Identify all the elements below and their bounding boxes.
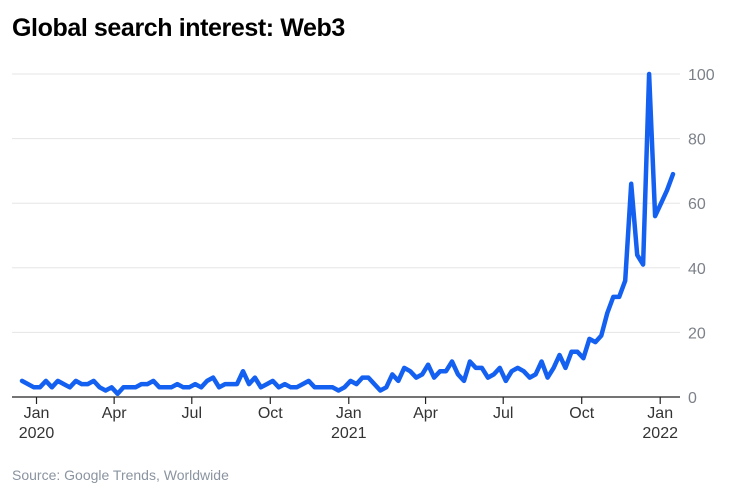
- x-tick-year-label: 2020: [19, 425, 55, 442]
- x-tick-label: Oct: [258, 405, 283, 422]
- x-tick-label: Jul: [493, 405, 513, 422]
- x-axis: Jan 2020 Apr Jul Oct Jan 2021 Apr Jul Oct Jan 2022: [12, 396, 680, 442]
- y-tick-label: 100: [688, 67, 715, 84]
- y-tick-label: 0: [688, 390, 697, 407]
- x-tick-label: Jan: [336, 405, 362, 422]
- y-tick-label: 60: [688, 196, 706, 213]
- series-layer: [19, 71, 676, 397]
- x-tick-label: Apr: [413, 405, 439, 422]
- x-tick-year-label: 2021: [331, 425, 367, 442]
- y-tick-label: 20: [688, 325, 706, 342]
- x-tick-label: Jan: [24, 405, 50, 422]
- chart-title: Global search interest: Web3: [12, 14, 345, 42]
- gridlines: [12, 73, 680, 333]
- series-line: [19, 71, 676, 397]
- x-tick-label: Jan: [647, 405, 673, 422]
- y-tick-label: 40: [688, 261, 706, 278]
- x-tick-label: Oct: [569, 405, 594, 422]
- x-tick-label: Jul: [182, 405, 202, 422]
- y-axis: 0 20 40 60 80 100: [688, 67, 715, 407]
- x-tick-label: Apr: [102, 405, 128, 422]
- x-tick-year-label: 2022: [642, 425, 678, 442]
- y-tick-label: 80: [688, 132, 706, 149]
- chart-source: Source: Google Trends, Worldwide: [12, 467, 229, 483]
